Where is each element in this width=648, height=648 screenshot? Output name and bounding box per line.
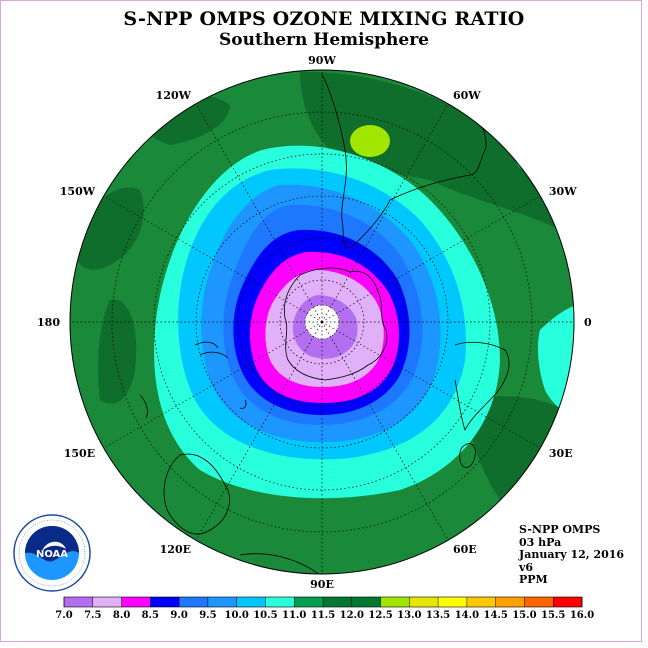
colorbar-tick-label: 7.0 bbox=[55, 610, 72, 621]
noaa-logo: NOAA bbox=[13, 514, 91, 592]
longitude-label: 90W bbox=[308, 54, 336, 67]
colorbar-swatch bbox=[92, 597, 122, 607]
colorbar-swatch bbox=[351, 597, 381, 607]
colorbar-tick-label: 16.0 bbox=[570, 610, 594, 621]
longitude-label: 120W bbox=[156, 89, 192, 102]
colorbar-swatch bbox=[409, 597, 439, 607]
colorbar-tick-label: 11.0 bbox=[282, 610, 306, 621]
colorbar-swatch bbox=[179, 597, 209, 607]
colorbar-tick-label: 9.0 bbox=[170, 610, 187, 621]
colorbar-tick-label: 13.5 bbox=[426, 610, 450, 621]
longitude-label: 30E bbox=[549, 447, 573, 460]
colorbar: 7.0 7.5 8.0 8.5 9.0 9.5 10.0 10.5 11.0 11.5 12.0 12… bbox=[55, 596, 594, 621]
info-units: PPM bbox=[519, 573, 548, 586]
colorbar-tick-label: 12.5 bbox=[368, 610, 392, 621]
colorbar-swatch bbox=[438, 597, 468, 607]
colorbar-tick-label: 15.5 bbox=[541, 610, 565, 621]
colorbar-tick-label: 10.0 bbox=[225, 610, 249, 621]
longitude-label: 60E bbox=[453, 543, 477, 556]
colorbar-tick-label: 13.0 bbox=[397, 610, 421, 621]
colorbar-swatch bbox=[150, 597, 180, 607]
colorbar-swatch bbox=[380, 597, 410, 607]
colorbar-tick-label: 10.5 bbox=[253, 610, 277, 621]
map-title: S-NPP OMPS OZONE MIXING RATIO bbox=[123, 8, 525, 30]
ozone-max-spot bbox=[350, 125, 390, 157]
colorbar-swatch bbox=[323, 597, 353, 607]
colorbar-tick-label: 7.5 bbox=[84, 610, 101, 621]
colorbar-tick-label: 14.0 bbox=[455, 610, 479, 621]
colorbar-tick-label: 15.0 bbox=[512, 610, 536, 621]
colorbar-swatch bbox=[524, 597, 554, 607]
colorbar-tick-label: 11.5 bbox=[311, 610, 335, 621]
coast-australia bbox=[163, 453, 230, 535]
longitude-label: 60W bbox=[453, 89, 481, 102]
longitude-label: 90E bbox=[310, 578, 334, 591]
longitude-labels: 90W 60W 30W 0 30E 60E 90E 120E 150E 180 150W 120W bbox=[37, 54, 592, 591]
noaa-logo-text: NOAA bbox=[36, 549, 68, 560]
colorbar-swatch bbox=[207, 597, 237, 607]
longitude-label: 150E bbox=[64, 447, 95, 460]
colorbar-tick-label: 8.0 bbox=[113, 610, 130, 621]
info-pressure: 03 hPa bbox=[519, 535, 562, 549]
longitude-label: 120E bbox=[160, 543, 191, 556]
ozone-band-dark-atlantic bbox=[300, 71, 564, 230]
colorbar-swatch bbox=[236, 597, 266, 607]
colorbar-swatch bbox=[64, 597, 94, 607]
longitude-label: 30W bbox=[549, 185, 577, 198]
info-date: January 12, 2016 bbox=[519, 548, 625, 561]
ozone-band-aqua-edge bbox=[537, 303, 574, 420]
colorbar-swatch bbox=[495, 597, 525, 607]
info-panel: S-NPP OMPS 03 hPa January 12, 2016 v6 PP… bbox=[519, 523, 625, 587]
ozone-field bbox=[70, 70, 574, 574]
coast-antarctica bbox=[283, 267, 388, 381]
longitude-label: 180 bbox=[37, 316, 60, 329]
info-version: v6 bbox=[519, 560, 534, 574]
longitude-label: 150W bbox=[60, 185, 96, 198]
colorbar-swatch bbox=[466, 597, 496, 607]
colorbar-swatch bbox=[121, 597, 151, 607]
info-instrument: S-NPP OMPS bbox=[519, 523, 601, 536]
colorbar-swatch bbox=[294, 597, 324, 607]
colorbar-tick-label: 12.0 bbox=[340, 610, 364, 621]
coast-madagascar bbox=[459, 443, 476, 468]
ozone-band-dark-west bbox=[70, 187, 144, 270]
colorbar-tick-label: 8.5 bbox=[142, 610, 159, 621]
ozone-band-dark-south bbox=[98, 299, 137, 404]
longitude-label: 0 bbox=[584, 316, 592, 329]
graticule bbox=[70, 70, 574, 574]
coast-new-zealand bbox=[194, 341, 229, 359]
colorbar-swatch bbox=[265, 597, 295, 607]
coast-africa bbox=[454, 341, 510, 432]
colorbar-swatch bbox=[553, 597, 583, 607]
colorbar-tick-label: 14.5 bbox=[484, 610, 508, 621]
colorbar-tick-label: 9.5 bbox=[199, 610, 216, 621]
globe-border bbox=[69, 69, 575, 575]
map-subtitle: Southern Hemisphere bbox=[219, 30, 429, 50]
